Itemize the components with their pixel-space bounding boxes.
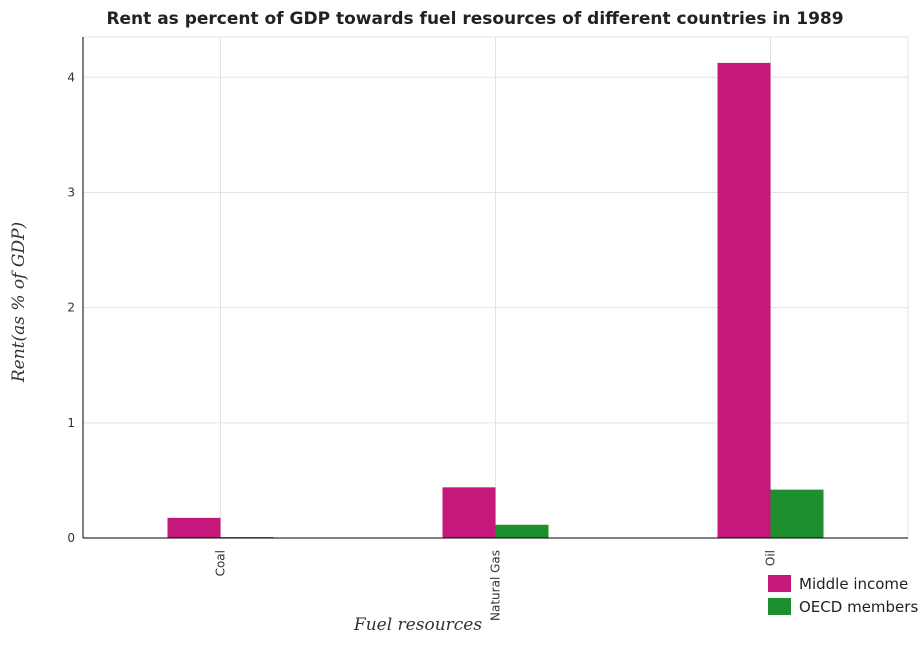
y-tick-label: 1 xyxy=(67,416,75,430)
bar-middle-income xyxy=(717,62,771,539)
bar-middle-income xyxy=(442,487,496,538)
x-axis-label: Fuel resources xyxy=(353,615,482,635)
y-tick-label: 3 xyxy=(67,185,75,199)
grid-layer xyxy=(82,36,909,539)
x-tick-label: Natural Gas xyxy=(489,550,503,621)
x-tick-label: Oil xyxy=(764,550,778,566)
legend-label: Middle income xyxy=(799,575,908,593)
bar-middle-income xyxy=(167,517,221,538)
chart-title: Rent as percent of GDP towards fuel reso… xyxy=(106,9,843,29)
axes-layer: 0 1 2 3 4 Coal Natural Gas Oil xyxy=(67,37,908,621)
legend: Middle income OECD members xyxy=(768,575,918,616)
bars-layer xyxy=(167,62,824,539)
legend-label: OECD members xyxy=(799,598,918,616)
legend-swatch xyxy=(768,598,791,615)
x-tick-label: Coal xyxy=(214,550,228,576)
y-axis-label: Rent(as % of GDP) xyxy=(9,222,29,383)
y-tick-label: 0 xyxy=(67,531,75,545)
y-tick-label: 2 xyxy=(67,301,75,315)
bar-oecd-members xyxy=(770,489,824,538)
y-tick-label: 4 xyxy=(67,70,75,84)
bar-oecd-members xyxy=(495,524,549,538)
legend-swatch xyxy=(768,575,791,592)
